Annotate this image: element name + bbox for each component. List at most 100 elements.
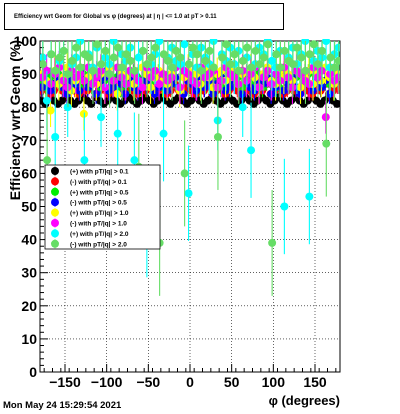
x-tick-label: 150: [303, 374, 327, 390]
data-point: [334, 56, 340, 65]
data-point: [230, 50, 239, 59]
data-point: [155, 39, 164, 45]
data-point: [268, 238, 277, 247]
data-point: [205, 46, 214, 55]
legend-label: (+) with pT/|q| > 1.0: [70, 210, 129, 217]
data-point: [159, 129, 168, 138]
legend-box: [44, 164, 161, 250]
data-point: [255, 60, 264, 69]
y-axis-label: Efficiency wrt Geom (%): [7, 40, 23, 200]
data-point: [301, 66, 310, 75]
data-point: [93, 40, 102, 49]
data-point: [280, 46, 289, 55]
x-tick-label: 50: [224, 374, 240, 390]
data-point: [209, 63, 218, 72]
y-tick-label: 30: [21, 265, 37, 281]
data-point: [172, 46, 181, 55]
data-point: [97, 113, 106, 122]
data-point: [176, 53, 185, 62]
data-point: [263, 40, 272, 49]
data-point: [46, 106, 55, 115]
data-point: [155, 80, 164, 89]
data-point: [84, 53, 93, 62]
data-point: [188, 43, 197, 52]
y-tick-label: 20: [21, 298, 37, 314]
data-point: [47, 50, 56, 59]
data-point: [318, 46, 327, 55]
data-point: [305, 192, 314, 201]
data-point: [288, 60, 297, 69]
data-point: [138, 46, 147, 55]
data-point: [305, 50, 314, 59]
data-point: [326, 53, 335, 62]
data-point: [68, 56, 77, 65]
y-tick-label: 10: [21, 331, 37, 347]
data-point: [330, 63, 339, 72]
data-point: [138, 83, 147, 92]
data-point: [247, 63, 256, 72]
data-point: [118, 63, 127, 72]
data-point: [280, 202, 289, 211]
data-point: [201, 56, 210, 65]
legend-label: (+) with pT/|q| > 0.5: [70, 189, 129, 196]
data-point: [333, 99, 340, 108]
data-point: [51, 66, 60, 75]
legend-label: (-) with pT/|q| > 1.0: [70, 221, 127, 228]
data-point: [151, 43, 160, 52]
data-point: [238, 103, 247, 112]
y-tick-label: 50: [21, 199, 37, 215]
data-point: [243, 43, 252, 52]
data-point: [322, 139, 331, 148]
data-point: [113, 43, 122, 52]
legend-label: (-) with pT/|q| > 2.0: [70, 241, 127, 248]
data-point: [276, 63, 285, 72]
data-point: [322, 39, 331, 45]
data-point: [197, 66, 206, 75]
x-tick-label: −150: [49, 374, 81, 390]
data-point: [168, 63, 177, 72]
data-point: [159, 50, 168, 59]
data-point: [105, 70, 114, 79]
data-point: [267, 56, 276, 65]
y-tick-label: 90: [21, 66, 37, 82]
x-tick-label: −50: [136, 374, 160, 390]
data-point: [126, 56, 135, 65]
legend-label: (+) with pT/|q| > 2.0: [70, 231, 129, 238]
data-point: [76, 63, 85, 72]
data-point: [80, 156, 89, 165]
x-axis-label: φ (degrees): [269, 393, 340, 408]
data-point: [222, 40, 231, 49]
data-point: [147, 53, 156, 62]
data-point: [122, 50, 131, 59]
data-point: [180, 40, 189, 49]
data-point: [55, 53, 64, 62]
legend-label: (+) with pT/|q| > 0.1: [70, 169, 129, 176]
y-tick-label: 60: [21, 165, 37, 181]
data-point: [51, 132, 60, 141]
data-point: [40, 60, 47, 69]
x-tick-label: −100: [91, 374, 123, 390]
data-point: [163, 56, 172, 65]
chart-title-box: Efficiency wrt Geom for Global vs φ (deg…: [4, 3, 284, 30]
y-tick-label: 40: [21, 232, 37, 248]
data-point: [213, 132, 222, 141]
data-point: [130, 66, 139, 75]
data-point: [237, 89, 246, 98]
data-point: [297, 53, 306, 62]
chart-title: Efficiency wrt Geom for Global vs φ (deg…: [14, 14, 217, 20]
data-point: [238, 56, 247, 65]
x-tick-label: 0: [186, 374, 194, 390]
data-point: [193, 50, 202, 59]
data-point: [184, 189, 193, 198]
data-point: [259, 53, 268, 62]
x-tick-label: 100: [262, 374, 286, 390]
data-point: [309, 40, 318, 49]
data-point: [87, 99, 96, 108]
data-point: [180, 169, 189, 178]
data-point: [143, 60, 152, 69]
legend-label: (-) with pT/|q| > 0.1: [70, 179, 127, 186]
data-point: [251, 46, 260, 55]
data-point: [113, 129, 122, 138]
